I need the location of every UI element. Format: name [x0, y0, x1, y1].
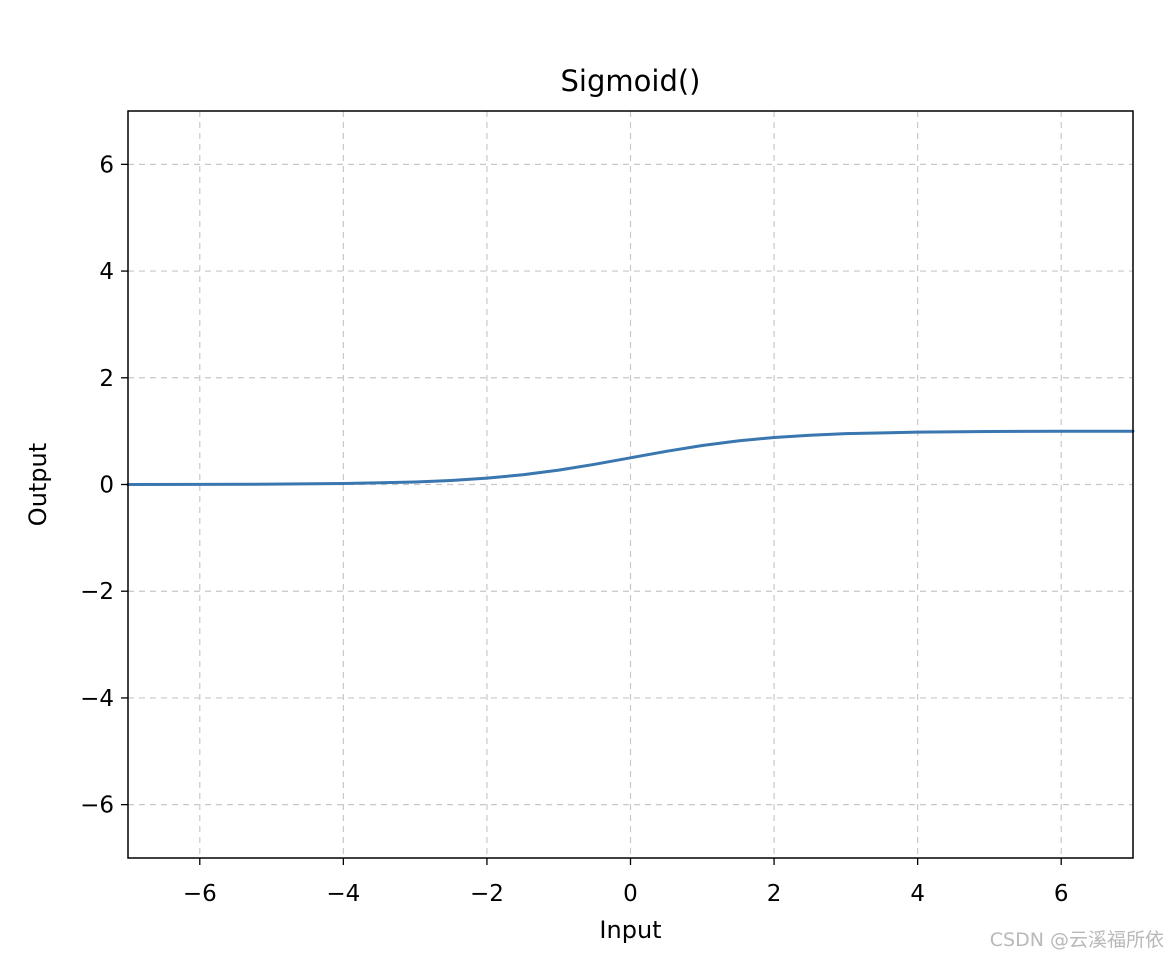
- x-tick-label: 2: [767, 881, 782, 907]
- y-axis-label: Output: [24, 443, 52, 526]
- series-layer: [126, 429, 1135, 486]
- x-tick-label: −2: [470, 881, 504, 907]
- x-tick-label: −4: [326, 881, 360, 907]
- y-tick-label: −4: [80, 686, 114, 712]
- y-tick-label: 0: [99, 473, 114, 499]
- y-tick-label: −6: [80, 793, 114, 819]
- y-tick-label: 4: [99, 259, 114, 285]
- y-tick-label: −2: [80, 579, 114, 605]
- x-tick-label: 0: [623, 881, 638, 907]
- x-axis-label: Input: [599, 916, 661, 944]
- x-tick-label: −6: [183, 881, 217, 907]
- watermark: CSDN @云溪福所依: [989, 929, 1164, 951]
- series-line: [126, 429, 1135, 486]
- x-tick-label: 4: [910, 881, 925, 907]
- x-tick-label: 6: [1054, 881, 1069, 907]
- y-tick-label: 2: [99, 366, 114, 392]
- ticks: −6 −4 −2 0 2 4 6 −6 −4 −2 0 2 4 6: [80, 152, 1068, 907]
- chart-title: Sigmoid(): [561, 64, 701, 98]
- y-tick-label: 6: [99, 152, 114, 178]
